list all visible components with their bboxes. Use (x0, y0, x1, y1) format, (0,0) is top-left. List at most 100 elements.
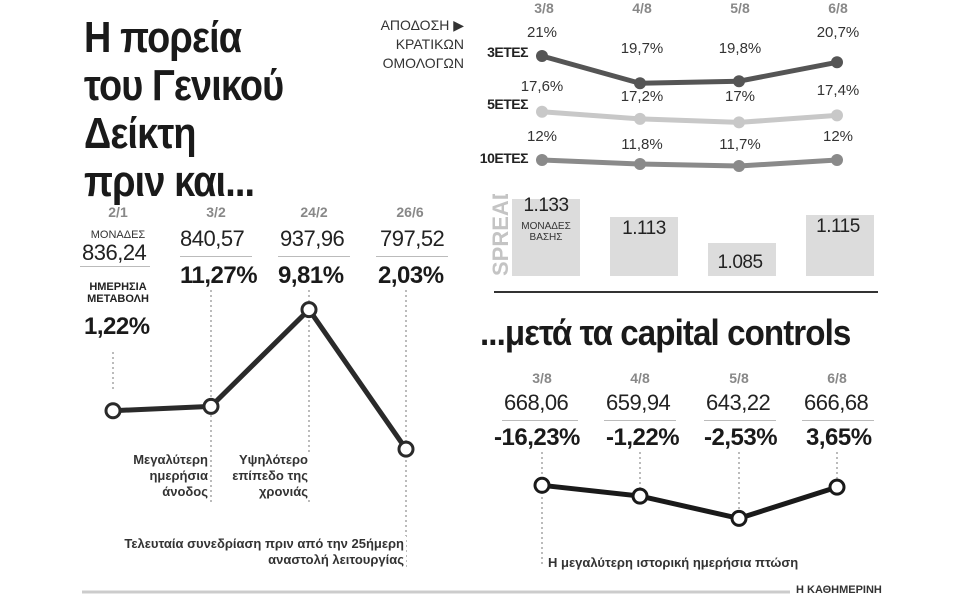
before-date-2: 3/2 (206, 204, 226, 220)
annotation-line: Υψηλότερο (222, 452, 310, 468)
spread-bar (610, 217, 678, 276)
after-series-point (631, 487, 649, 505)
units-label: ΜΟΝΑΔΕΣ (90, 229, 146, 241)
bond-series-3-point (733, 160, 745, 172)
after-date-2: 4/8 (630, 370, 650, 386)
after-date-1: 3/8 (532, 370, 552, 386)
divider (604, 420, 676, 421)
title-line-4: πριν και... (84, 157, 255, 206)
spread-value-1: 1.133 (523, 195, 569, 216)
bond-date-1: 3/8 (534, 0, 554, 16)
bond-value: 11,8% (621, 136, 663, 153)
bond-series-1-line (541, 53, 838, 86)
bond-series-1-point (733, 75, 745, 88)
after-series-point (828, 478, 846, 496)
after-change-4: 3,65% (806, 424, 872, 451)
bond-value: 19,7% (620, 40, 664, 57)
chart-marks (104, 50, 846, 527)
annotation-line: άνοδος (118, 484, 210, 500)
bond-label-5y: 5ΕΤΕΣ (487, 96, 528, 112)
title-line-1: Η πορεία (84, 13, 242, 62)
spread-unit: ΜΟΝΑΔΕΣ ΒΑΣΗΣ (516, 221, 576, 243)
daily-change-label-2: ΜΕΤΑΒΟΛΗ (87, 293, 149, 305)
divider (376, 256, 448, 257)
annotation-line: Η μεγαλύτερη ιστορική ημερήσια πτώση (546, 555, 801, 570)
divider (278, 256, 350, 257)
bond-value: 17,4% (816, 82, 860, 99)
annotation-line: Τελευταία συνεδρίαση πριν από την 25ήμερ… (90, 536, 406, 552)
bond-label-3y: 3ΕΤΕΣ (487, 44, 528, 60)
bond-series-3-point (831, 154, 843, 166)
divider (704, 420, 776, 421)
divider (80, 266, 150, 267)
bond-series-3-point (634, 158, 646, 170)
bond-value: 12% (526, 128, 558, 145)
bond-value: 17% (724, 88, 756, 105)
daily-change-label-1: ΗΜΕΡΗΣΙΑ (89, 281, 147, 293)
spread-value-3: 1.085 (717, 252, 763, 273)
before-value-4: 797,52 (380, 226, 445, 251)
bonds-header-line-1: ΑΠΟΔΟΣΗ ▶ (380, 17, 464, 33)
bond-series-3-line (541, 157, 838, 169)
divider (802, 420, 874, 421)
daily-change-label: ΗΜΕΡΗΣΙΑ ΜΕΤΑΒΟΛΗ (78, 281, 158, 305)
after-change-2: -1,22% (606, 424, 680, 451)
spread-unit-line-1: ΜΟΝΑΔΕΣ (521, 221, 571, 232)
before-change-4: 2,03% (378, 262, 444, 289)
spread-bar (708, 243, 776, 276)
after-value-3: 643,22 (706, 390, 771, 415)
annotation-line: αναστολή λειτουργίας (90, 552, 406, 568)
before-series-point (300, 301, 318, 319)
bond-value: 17,6% (520, 78, 564, 95)
spread-value-4: 1.115 (816, 216, 860, 237)
bond-date-2: 4/8 (632, 0, 652, 16)
after-change-3: -2,53% (704, 424, 778, 451)
bond-series-2-line (541, 109, 838, 125)
annotation-biggest-rise: Μεγαλύτερη ημερήσια άνοδος (118, 452, 210, 500)
after-value-1: 668,06 (504, 390, 569, 415)
spread-unit-line-2: ΒΑΣΗΣ (529, 232, 563, 243)
before-value-3: 937,96 (280, 226, 345, 251)
before-series-line (112, 307, 409, 451)
spread-bar (512, 199, 580, 276)
before-change-2: 11,27% (180, 262, 258, 289)
bonds-header-line-3: ΟΜΟΛΟΓΩΝ (382, 55, 464, 71)
title-line-2: του Γενικού (84, 61, 284, 110)
spread-bar (806, 215, 874, 276)
before-value-2: 840,57 (180, 226, 245, 251)
bond-value: 11,7% (719, 136, 761, 153)
spread-value-2: 1.113 (622, 218, 666, 239)
bond-value: 17,2% (620, 88, 664, 105)
after-series-line (541, 482, 838, 521)
divider (502, 420, 578, 421)
before-series-point (104, 402, 122, 420)
spread-label: SPREAD (484, 194, 520, 278)
after-date-3: 5/8 (729, 370, 749, 386)
bond-value: 20,7% (816, 24, 860, 41)
bond-value: 12% (822, 128, 854, 145)
after-change-1: -16,23% (494, 424, 580, 451)
bond-date-4: 6/8 (828, 0, 848, 16)
annotation-biggest-drop: Η μεγαλύτερη ιστορική ημερήσια πτώση (546, 555, 801, 571)
bonds-header-line-2: ΚΡΑΤΙΚΩΝ (395, 36, 464, 52)
before-value-1: 836,24 (82, 240, 147, 265)
annotation-line: χρονιάς (222, 484, 310, 500)
after-date-4: 6/8 (827, 370, 847, 386)
after-series-point (730, 509, 748, 527)
before-change-1: 1,22% (84, 313, 150, 340)
before-series-point (202, 397, 220, 415)
bond-series-1-point (634, 77, 646, 90)
bond-series-2-point (634, 112, 646, 125)
title-line-3: Δείκτη (84, 109, 196, 158)
after-series-point (533, 476, 551, 494)
bond-date-3: 5/8 (730, 0, 750, 16)
bond-series-1-point (831, 56, 843, 69)
before-date-4: 26/6 (396, 204, 424, 220)
annotation-line: Μεγαλύτερη (118, 452, 210, 468)
bond-label-10y: 10ΕΤΕΣ (479, 150, 529, 166)
after-value-4: 666,68 (804, 390, 869, 415)
bond-series-3-point (536, 154, 548, 166)
annotation-last-session: Τελευταία συνεδρίαση πριν από την 25ήμερ… (90, 536, 406, 568)
before-date-1: 2/1 (108, 204, 128, 220)
